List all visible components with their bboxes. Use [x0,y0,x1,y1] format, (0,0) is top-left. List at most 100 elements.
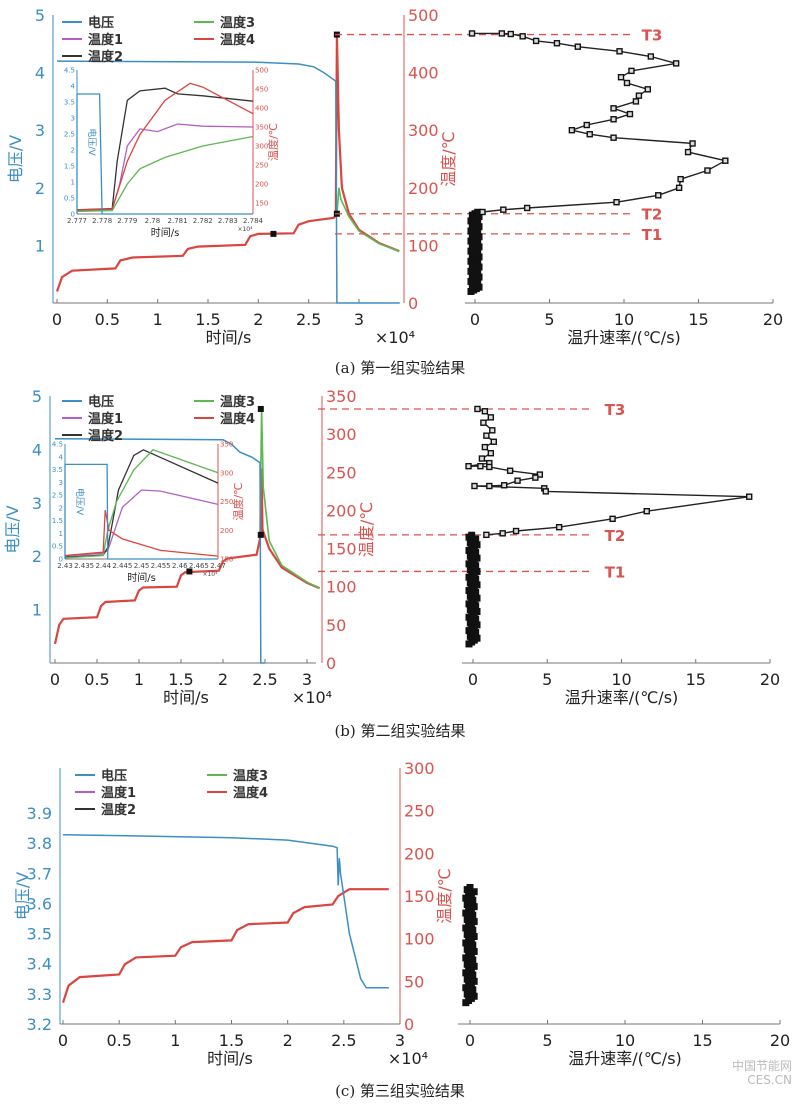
inset-series-temp4 [64,509,219,557]
right-tick-label: 200 [408,179,439,198]
rate-point [704,167,711,174]
rate-point [470,992,478,1000]
rate-x-tick-label: 10 [611,670,631,689]
inset-x-axis-title: 时间/s [127,571,156,584]
left-tick-label: 3 [32,494,42,513]
rate-point [465,462,472,470]
rate-point [475,243,483,251]
rate-point [610,134,617,141]
inset-left-axis-title: 电压/V [74,488,86,516]
rate-point [471,482,478,490]
inset-series-voltage [76,93,253,215]
inset-right-tick-label: 300 [220,469,233,477]
inset-plot: 2.777 2.778 2.779 2.78 2.781 2.782 2.783 2.784 0… [64,67,280,240]
right-tick-label: 100 [408,236,439,255]
x-tick-label: 2.5 [331,1031,356,1050]
left-tick-label: 5 [32,387,42,406]
rate-x-tick-label: 10 [615,1031,635,1050]
inset-left-tick-label: 2.5 [64,131,75,139]
legend-label: 温度1 [101,785,136,801]
x-multiplier: ×10⁴ [388,1049,428,1068]
right-tick-label: 50 [404,972,424,991]
rate-x-tick-label: 20 [763,310,783,329]
watermark-line2: CES.CN [747,1073,792,1087]
rate-point [478,455,486,462]
rate-point [473,554,481,562]
rate-point [512,527,520,535]
rate-point [468,531,476,539]
rate-point [616,48,623,55]
x-multiplier: ×10⁴ [292,688,332,707]
inset-x-tick-label: 2.46 [172,562,188,570]
rate-point [469,911,477,919]
x-tick-label: 2 [283,1031,293,1050]
rate-point [472,575,480,583]
rate-x-tick-label: 5 [542,1031,552,1050]
inset-left-tick-label: 1 [71,179,75,187]
inset-x-tick-label: 2.435 [74,562,94,570]
rate-point [542,488,549,495]
inset-left-tick-label: 2 [59,504,63,512]
inset-series-temp2 [76,87,254,211]
x-tick-label: 1 [153,310,163,329]
inset-left-tick-label: 3.5 [52,466,63,474]
threshold-marker [186,568,193,575]
series-temp3 [259,408,320,589]
right-tick-label: 250 [326,463,357,482]
rate-point [480,419,487,426]
watermark-line1: 中国节能网 [731,1059,792,1073]
rate-point [632,98,640,105]
x-axis-title: 时间/s [207,1049,253,1068]
inset-right-tick-label: 200 [255,180,268,188]
inset-left-tick-label: 3 [59,479,63,487]
x-tick-label: 3 [302,670,312,689]
inset-left-tick-label: 4.5 [64,67,75,75]
panel-b: 0 0.5 1 1.5 2 2.5 312345050100150200250300350电… [3,387,780,740]
left-tick-label: 3.7 [27,864,52,883]
rate-x-axis-title: 温升速率/(℃/s) [565,688,679,707]
rate-point [689,140,696,147]
rate-plot: 0 5 10 15 20 温升速率/(℃/s) [465,30,783,347]
right-tick-label: 400 [408,64,439,83]
left-tick-label: 2 [35,179,45,198]
rate-point [489,427,496,434]
series-voltage [56,60,400,304]
rate-point [626,110,634,118]
inset-x-axis-title: 时间/s [151,226,180,239]
left-axis-title: 电压/V [6,135,25,183]
inset-x-multiplier: ×10⁴ [237,226,253,233]
panel-c: 0 0.5 1 1.5 2 2.5 33.23.33.43.53.63.73.83.9050… [13,759,790,1100]
inset-left-tick-label: 4.5 [52,441,63,449]
right-tick-label: 300 [404,759,435,778]
rate-x-axis-title: 温升速率/(℃/s) [568,1049,682,1068]
legend-label: 温度3 [220,394,255,410]
legend-label: 温度3 [220,15,255,31]
inset-x-tick-label: 2.465 [189,562,209,570]
rate-point [474,259,482,267]
watermark: 中国节能网 CES.CN [732,1059,792,1087]
rate-point [470,962,478,970]
rate-point [470,977,478,985]
rate-point [474,208,482,216]
series-voltage [62,833,389,989]
rate-x-tick-label: 15 [692,1031,712,1050]
threshold-label: T1 [642,226,663,244]
rate-point [507,30,514,38]
inset-right-tick-label: 350 [255,123,268,131]
rate-point [628,67,635,75]
rate-point [472,602,480,610]
x-tick-label: 1.5 [195,310,220,329]
right-tick-label: 0 [404,1015,414,1034]
rate-point [475,223,483,231]
right-axis-title: 温度/℃ [357,502,376,557]
left-tick-label: 3.3 [27,985,52,1004]
rate-point [470,933,478,941]
rate-x-tick-label: 20 [760,670,780,689]
rate-point [472,548,480,556]
left-tick-label: 3.9 [27,804,52,823]
inset-series-temp3 [64,449,219,559]
inset-x-tick-label: 2.783 [218,217,238,225]
left-tick-label: 3 [35,121,45,140]
rate-point [506,467,514,474]
